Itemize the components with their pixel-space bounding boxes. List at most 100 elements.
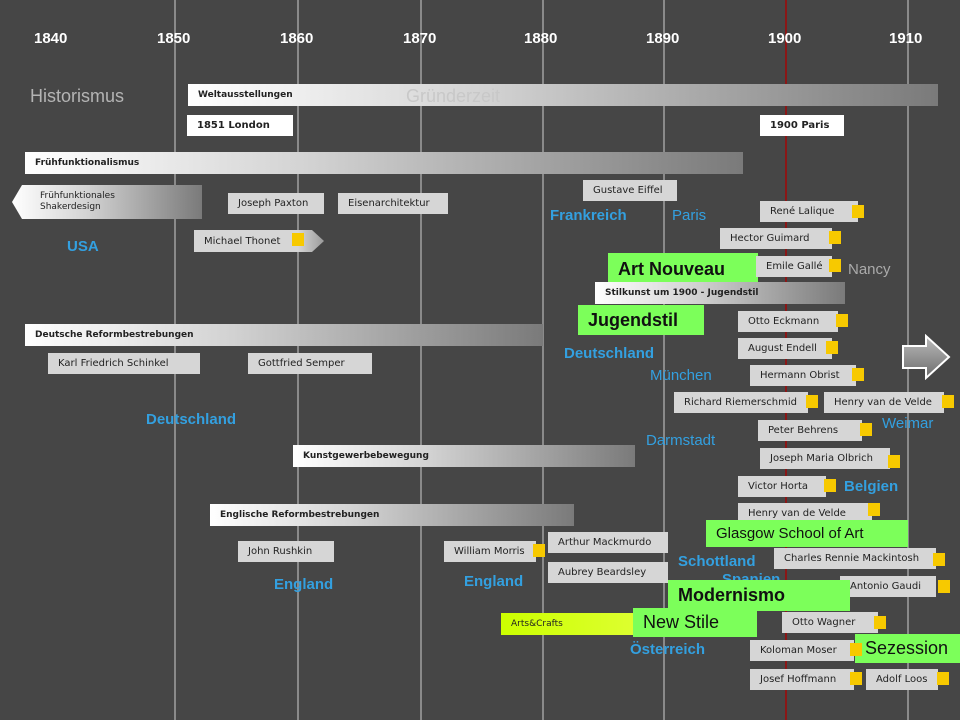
box-karl-friedrich-schinkel: Karl Friedrich Schinkel xyxy=(48,353,200,374)
marker-icon xyxy=(888,455,900,468)
bar-fruehfunktionalismus: Frühfunktionalismus xyxy=(25,152,743,174)
box-eisenarchitektur: Eisenarchitektur xyxy=(338,193,448,214)
box-gottfried-semper: Gottfried Semper xyxy=(248,353,372,374)
box-victor-horta: Victor Horta xyxy=(738,476,826,497)
box-gustave-eiffel: Gustave Eiffel xyxy=(583,180,677,201)
place-darmstadt: Darmstadt xyxy=(646,432,716,449)
bar-kunstgewerbe: Kunstgewerbebewegung xyxy=(293,445,635,467)
marker-icon xyxy=(874,616,886,629)
bar-label: Frühfunktionalismus xyxy=(35,158,140,168)
place-frankreich: Frankreich xyxy=(550,207,627,224)
box-arts-crafts: Arts&Crafts xyxy=(501,613,636,635)
place-deutschland: Deutschland xyxy=(564,345,655,362)
gridline-1880 xyxy=(542,0,544,720)
box-peter-behrens: Peter Behrens xyxy=(758,420,862,441)
box-joseph-paxton: Joseph Paxton xyxy=(228,193,324,214)
box-emile-galle: Emile Gallé xyxy=(756,256,832,277)
box-antonio-gaudi: Antonio Gaudi xyxy=(840,576,936,597)
box-1900-paris: 1900 Paris xyxy=(760,115,844,136)
marker-icon xyxy=(942,395,954,408)
marker-icon xyxy=(938,580,950,593)
place-england: England xyxy=(274,576,334,593)
gridline-1890 xyxy=(663,0,665,720)
box-josef-hoffmann: Josef Hoffmann xyxy=(750,669,854,690)
box-william-morris: William Morris xyxy=(444,541,536,562)
style-art-nouveau: Art Nouveau xyxy=(608,253,758,285)
box-henry-van-de-velde: Henry van de Velde xyxy=(738,503,872,524)
style-new-stile: New Stile xyxy=(633,608,757,637)
bar-label: Kunstgewerbebewegung xyxy=(303,451,429,461)
marker-icon xyxy=(868,503,880,516)
place-weimar: Weimar xyxy=(882,415,934,432)
bar-weltausstellungen: Weltausstellungen xyxy=(188,84,938,106)
box-michael-thonet: Michael Thonet xyxy=(194,230,324,252)
marker-icon xyxy=(824,479,836,492)
style-jugendstil: Jugendstil xyxy=(578,305,704,335)
year-label: 1850 xyxy=(157,30,191,47)
bar-label: Englische Reformbestrebungen xyxy=(220,510,380,520)
box-john-rushkin: John Rushkin xyxy=(238,541,334,562)
marker-icon xyxy=(933,553,945,566)
marker-icon xyxy=(860,423,872,436)
period-historismus: Historismus xyxy=(30,86,125,106)
box-hermann-obrist: Hermann Obrist xyxy=(750,365,856,386)
marker-icon xyxy=(852,205,864,218)
box-rene-lalique: René Lalique xyxy=(760,201,858,222)
box-otto-wagner: Otto Wagner xyxy=(782,612,878,633)
marker-icon xyxy=(829,231,841,244)
marker-icon xyxy=(829,259,841,272)
box-arthur-mackmurdo: Arthur Mackmurdo xyxy=(548,532,668,553)
year-label: 1910 xyxy=(889,30,923,47)
box-charles-rennie-mackintosh: Charles Rennie Mackintosh xyxy=(774,548,936,569)
box-label: Arts&Crafts xyxy=(511,619,563,629)
year-label: 1900 xyxy=(768,30,802,47)
box-label: Frühfunktionales Shakerdesign xyxy=(40,191,115,212)
marker-icon xyxy=(836,314,848,327)
box-1851-london: 1851 London xyxy=(187,115,293,136)
marker-icon xyxy=(533,544,545,557)
bar-englische-reform: Englische Reformbestrebungen xyxy=(210,504,574,526)
bar-stilkunst: Stilkunst um 1900 - Jugendstil xyxy=(595,282,845,304)
bar-label: Weltausstellungen xyxy=(198,90,293,100)
style-modernismo: Modernismo xyxy=(668,580,850,611)
marker-icon xyxy=(937,672,949,685)
place-muenchen: München xyxy=(650,367,712,384)
place-deutschland: Deutschland xyxy=(146,411,237,428)
place-usa: USA xyxy=(67,238,99,255)
year-label: 1880 xyxy=(524,30,558,47)
style-glasgow-school-of-art: Glasgow School of Art xyxy=(706,520,908,547)
marker-icon xyxy=(852,368,864,381)
place-paris: Paris xyxy=(672,207,707,224)
gridline-1870 xyxy=(420,0,422,720)
place-oesterreich: Österreich xyxy=(630,641,706,658)
style-sezession: Sezession xyxy=(855,634,960,663)
box-henry-van-de-velde: Henry van de Velde xyxy=(824,392,944,413)
place-belgien: Belgien xyxy=(844,478,899,495)
box-adolf-loos: Adolf Loos xyxy=(866,669,938,690)
gridline-1900 xyxy=(785,0,787,720)
year-label: 1840 xyxy=(34,30,68,47)
marker-icon xyxy=(292,233,304,246)
box-hector-guimard: Hector Guimard xyxy=(720,228,832,249)
box-august-endell: August Endell xyxy=(738,338,832,359)
year-label: 1860 xyxy=(280,30,314,47)
box-koloman-moser: Koloman Moser xyxy=(750,640,854,661)
marker-icon xyxy=(850,643,862,656)
bar-label: Deutsche Reformbestrebungen xyxy=(35,330,194,340)
marker-icon xyxy=(826,341,838,354)
marker-icon xyxy=(850,672,862,685)
marker-icon xyxy=(806,395,818,408)
place-england: England xyxy=(464,573,524,590)
box-label: Michael Thonet xyxy=(204,235,281,247)
arrow-right-icon[interactable] xyxy=(900,334,952,380)
box-joseph-maria-olbrich: Joseph Maria Olbrich xyxy=(760,448,890,469)
place-nancy: Nancy xyxy=(848,261,891,278)
year-label: 1890 xyxy=(646,30,680,47)
bar-label: Stilkunst um 1900 - Jugendstil xyxy=(605,288,759,298)
bar-deutsche-reform: Deutsche Reformbestrebungen xyxy=(25,324,543,346)
year-label: 1870 xyxy=(403,30,437,47)
box-shakerdesign: Frühfunktionales Shakerdesign xyxy=(12,185,202,219)
box-otto-eckmann: Otto Eckmann xyxy=(738,311,838,332)
box-richard-riemerschmid: Richard Riemerschmid xyxy=(674,392,808,413)
box-aubrey-beardsley: Aubrey Beardsley xyxy=(548,562,668,583)
